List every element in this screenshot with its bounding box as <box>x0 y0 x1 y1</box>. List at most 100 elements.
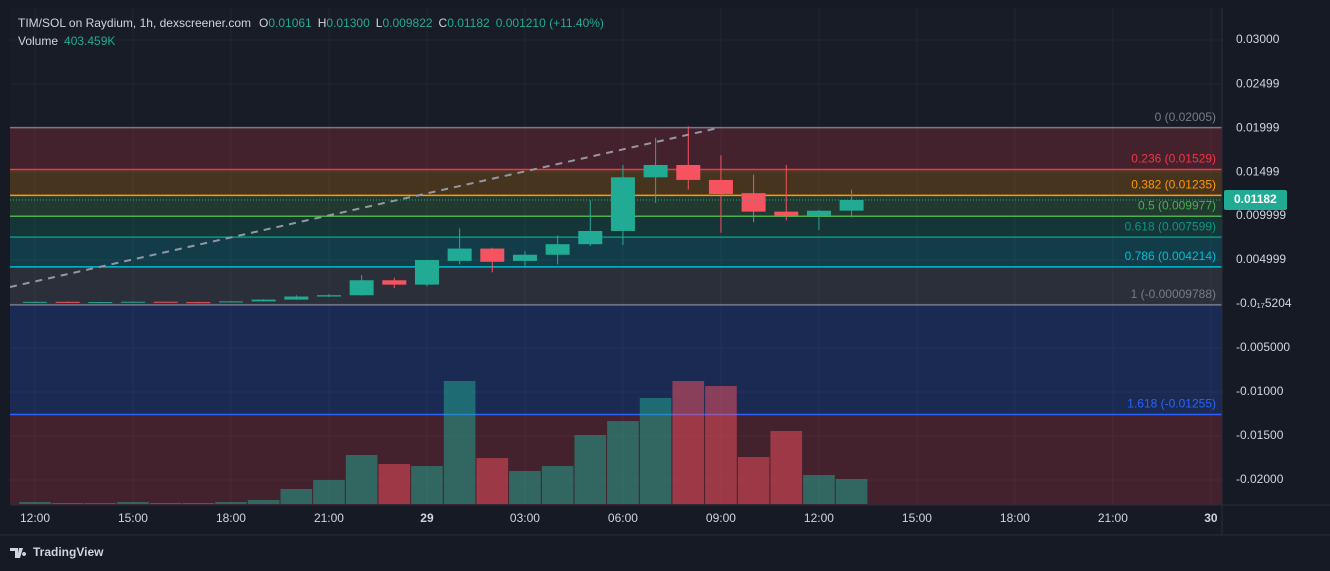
x-tick-label: 21:00 <box>1098 511 1128 525</box>
volume-bar <box>705 386 737 504</box>
volume-bar <box>182 503 215 504</box>
x-tick-label: 12:00 <box>804 511 834 525</box>
brand-logo <box>10 548 27 558</box>
change: 0.001210 (+11.40%) <box>496 16 604 30</box>
ohlc-key: C <box>439 16 448 30</box>
y-tick-label: 0.02499 <box>1236 76 1280 90</box>
y-tick-label: -0.01000 <box>1236 384 1284 398</box>
volume-bar <box>639 397 672 504</box>
ohlc-value: 0.01182 <box>447 16 490 30</box>
last-price-label: 0.01182 <box>1234 192 1277 206</box>
volume-bar <box>737 457 770 504</box>
volume-bar <box>117 502 149 504</box>
candle-body <box>382 280 407 285</box>
y-tick-label: -0.01500 <box>1236 428 1284 442</box>
fib-label: 0 (0.02005) <box>1155 110 1216 124</box>
candle-body <box>676 164 701 180</box>
title: TIM/SOL on Raydium, 1h, dexscreener.com <box>18 16 251 30</box>
candle-body <box>55 301 80 303</box>
fib-label: 0.618 (0.007599) <box>1125 219 1216 233</box>
ohlc-value: 0.01061 <box>268 16 312 30</box>
volume-bar <box>803 475 835 504</box>
candle-body <box>741 193 766 212</box>
volume-bar <box>672 381 705 504</box>
candle-body <box>316 295 341 297</box>
x-tick-label: 12:00 <box>20 511 50 525</box>
x-tick-label: 06:00 <box>608 511 638 525</box>
plot: 0 (0.02005) 0.236 (0.01529) 0.382 (0.01235… <box>10 8 1222 505</box>
ohlc-key: L <box>376 16 383 30</box>
candle-body <box>414 260 439 285</box>
ohlc-key: H <box>318 16 327 30</box>
candle-body <box>186 302 211 304</box>
fib-label: 0.5 (0.009977) <box>1138 198 1216 212</box>
candle-body <box>349 280 374 296</box>
y-tick-label: -0.005000 <box>1236 340 1290 354</box>
ohlc-value: 0.01300 <box>326 16 370 30</box>
volume-bar <box>476 458 509 504</box>
volume-bar <box>84 503 117 504</box>
x-tick-label: 15:00 <box>118 511 148 525</box>
candle-body <box>22 301 47 303</box>
volume-bar <box>443 381 476 504</box>
y-tick-label: -0.0₁₇5204 <box>1236 296 1292 310</box>
volume-name: Volume <box>18 34 58 48</box>
trend-line <box>10 126 721 289</box>
volume-header: Volume 403.459K <box>18 34 115 48</box>
candle-body <box>512 254 537 261</box>
fib-label: 1 (-0.00009788) <box>1131 287 1216 301</box>
x-tick-label: 29 <box>420 511 434 525</box>
fib-zone <box>10 266 1222 305</box>
volume-bar <box>215 502 247 504</box>
candle-body <box>643 164 668 178</box>
y-tick-label: -0.02000 <box>1236 472 1284 486</box>
candle-body <box>88 302 113 304</box>
fib-label: 1.618 (-0.01255) <box>1127 397 1216 411</box>
candle-body <box>284 296 309 300</box>
volume-bar <box>835 478 868 504</box>
volume-bar <box>411 466 443 504</box>
fib-zone <box>10 304 1222 415</box>
x-axis: 12:00 15:00 18:00 21:00 29 03:00 06:00 09:00 12:… <box>20 511 1218 525</box>
volume-bar <box>607 421 639 504</box>
header: TIM/SOL on Raydium, 1h, dexscreener.com O… <box>18 16 604 30</box>
candle-body <box>120 301 145 303</box>
x-tick-label: 09:00 <box>706 511 736 525</box>
x-tick-label: 30 <box>1204 511 1218 525</box>
y-tick-label: 0.01499 <box>1236 164 1280 178</box>
fib-label: 0.382 (0.01235) <box>1131 178 1216 192</box>
last-price-box <box>1224 190 1287 211</box>
volume-bar <box>51 503 84 504</box>
volume-value: 403.459K <box>64 34 115 48</box>
volume-bar <box>345 454 378 504</box>
volume-bar <box>770 431 803 504</box>
candle-body <box>480 248 505 262</box>
volume-bar <box>280 489 313 504</box>
volume-bar <box>509 470 541 504</box>
volume-bar <box>378 464 411 504</box>
x-tick-label: 15:00 <box>902 511 932 525</box>
candle-body <box>806 210 831 217</box>
fib-label: 0.236 (0.01529) <box>1131 152 1216 166</box>
y-tick-label: 0.009999 <box>1236 208 1286 222</box>
candle-body <box>447 248 472 261</box>
fib-zone <box>10 127 1222 170</box>
brand: TradingView <box>10 545 104 559</box>
y-tick-label: 0.03000 <box>1236 32 1280 46</box>
volume-bar <box>19 502 51 504</box>
x-tick-label: 03:00 <box>510 511 540 525</box>
fib-zone <box>10 237 1222 267</box>
ohlc-key: O <box>259 16 268 30</box>
y-tick-label: 0.01999 <box>1236 120 1280 134</box>
y-tick-label: 0.004999 <box>1236 252 1286 266</box>
volume-bar <box>574 435 607 504</box>
volume-bar <box>247 499 280 504</box>
volume-bar <box>541 466 574 504</box>
candle-body <box>153 301 178 303</box>
volume-bar <box>313 480 345 504</box>
x-tick-label: 18:00 <box>216 511 246 525</box>
brand-text: TradingView <box>33 545 104 559</box>
candle-body <box>839 200 864 211</box>
